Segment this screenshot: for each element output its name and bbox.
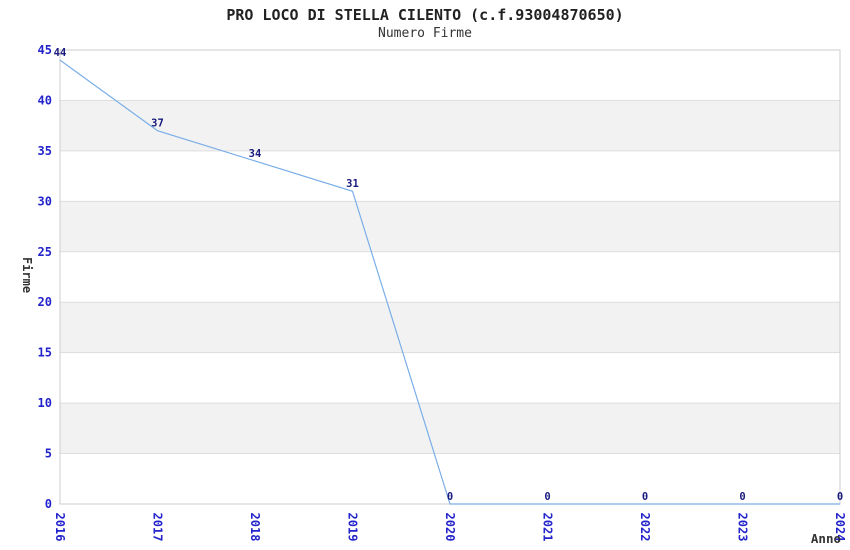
y-tick-label: 45 [38,43,52,57]
data-point-label: 37 [151,118,164,130]
chart-title: PRO LOCO DI STELLA CILENTO (c.f.93004870… [226,6,624,24]
data-point-label: 31 [346,178,359,190]
y-tick-label: 10 [38,396,52,410]
data-point-label: 34 [249,148,262,160]
data-point-label: 0 [739,491,745,503]
y-tick-label: 5 [45,447,52,461]
y-tick-label: 25 [38,245,52,259]
y-tick-label: 15 [38,346,52,360]
x-tick-label: 2016 [53,513,67,542]
plot-band [60,302,840,353]
x-tick-label: 2022 [638,513,652,542]
x-tick-label: 2017 [151,513,165,542]
x-tick-label: 2020 [443,513,457,542]
y-tick-label: 30 [38,194,52,208]
chart-subtitle: Numero Firme [378,26,472,41]
y-axis-title: Firme [20,257,34,293]
y-tick-label: 20 [38,295,52,309]
x-tick-label: 2023 [736,513,750,542]
x-tick-label: 2021 [541,513,555,542]
plot-band [60,100,840,151]
x-axis-title: Anno [811,531,841,546]
series-line [59,59,840,505]
data-point-label: 0 [837,491,843,503]
x-tick-label: 2018 [248,513,262,542]
data-point-label: 0 [447,491,453,503]
y-tick-label: 35 [38,144,52,158]
y-tick-label: 0 [45,497,52,511]
x-tick-label: 2024 [833,513,847,542]
plot-band [60,201,840,252]
data-point-label: 0 [642,491,648,503]
y-tick-label: 40 [38,93,52,107]
x-tick-label: 2019 [346,513,360,542]
data-point-label: 44 [54,47,67,59]
data-point-label: 0 [544,491,550,503]
plot-band [60,403,840,454]
